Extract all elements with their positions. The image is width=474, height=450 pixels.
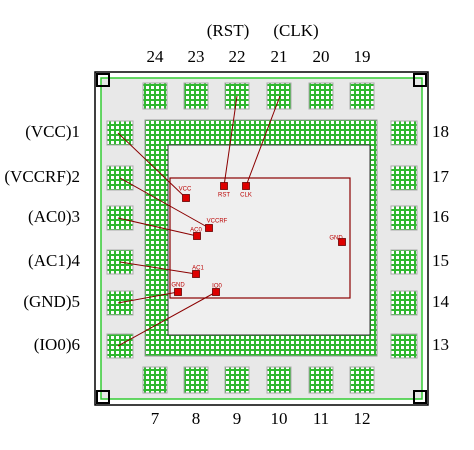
die-pad bbox=[220, 182, 228, 190]
die-pad bbox=[338, 238, 346, 246]
pin-label: (AC0)3 bbox=[28, 207, 80, 226]
bond-wire bbox=[117, 132, 187, 199]
pin-pad bbox=[390, 205, 418, 231]
die-pad-label: GND bbox=[329, 236, 343, 242]
pin-pad bbox=[106, 333, 134, 359]
pin-pad bbox=[390, 249, 418, 275]
pin-number: 24 bbox=[147, 47, 165, 66]
die-pad bbox=[242, 182, 250, 190]
pin-label: (GND)5 bbox=[23, 292, 80, 311]
pin-number: 19 bbox=[354, 47, 371, 66]
die-pad-label: GND bbox=[171, 283, 185, 289]
bond-wire bbox=[117, 217, 198, 237]
die-pad bbox=[205, 224, 213, 232]
pin-pad bbox=[224, 366, 250, 394]
die-area bbox=[167, 144, 371, 336]
top-note: (RST) bbox=[207, 21, 250, 40]
pin-pad bbox=[390, 333, 418, 359]
pin-pad bbox=[183, 366, 209, 394]
pin-number: 23 bbox=[188, 47, 205, 66]
corner-mark bbox=[96, 73, 110, 87]
bond-wire bbox=[117, 291, 217, 347]
pin-pad bbox=[349, 82, 375, 110]
die-pad-label: CLK bbox=[240, 193, 252, 199]
pin-pad bbox=[308, 366, 334, 394]
corner-mark bbox=[413, 390, 427, 404]
die-pad-label: AC1 bbox=[192, 266, 204, 272]
die-pad-label: AC0 bbox=[190, 228, 202, 234]
pin-label: (VCC)1 bbox=[25, 122, 80, 141]
bond-wire bbox=[119, 261, 197, 275]
pin-number: 22 bbox=[229, 47, 246, 66]
pin-number: 7 bbox=[151, 409, 160, 428]
pin-pad bbox=[266, 82, 292, 110]
pin-number: 17 bbox=[432, 167, 450, 186]
pin-pad bbox=[106, 120, 134, 146]
pin-number: 8 bbox=[192, 409, 201, 428]
pin-pad bbox=[308, 82, 334, 110]
pin-number: 14 bbox=[432, 292, 450, 311]
pin-number: 12 bbox=[354, 409, 371, 428]
die-pad-label: VCCRF bbox=[207, 219, 228, 225]
bond-wire bbox=[119, 177, 210, 229]
bond-wire bbox=[117, 291, 179, 304]
pin-pad bbox=[183, 82, 209, 110]
pin-number: 16 bbox=[432, 207, 449, 226]
die-pad bbox=[182, 194, 190, 202]
pin-pad bbox=[142, 82, 168, 110]
pin-label: (VCCRF)2 bbox=[4, 167, 80, 186]
pin-number: 13 bbox=[432, 335, 449, 354]
die-pad-label: RST bbox=[218, 193, 230, 199]
pin-pad bbox=[266, 366, 292, 394]
pin-pad bbox=[390, 165, 418, 191]
bond-wire bbox=[245, 95, 281, 187]
corner-mark bbox=[413, 73, 427, 87]
pin-pad bbox=[390, 290, 418, 316]
pin-pad bbox=[390, 120, 418, 146]
pin-number: 11 bbox=[313, 409, 329, 428]
pin-number: 18 bbox=[432, 122, 449, 141]
die-pad bbox=[174, 288, 182, 296]
die-pad bbox=[212, 288, 220, 296]
pin-number: 15 bbox=[432, 251, 449, 270]
pin-label: (IO0)6 bbox=[34, 335, 80, 354]
bond-wire bbox=[223, 95, 238, 187]
pin-pad bbox=[349, 366, 375, 394]
pin-number: 21 bbox=[271, 47, 288, 66]
pin-number: 20 bbox=[313, 47, 330, 66]
die-pad-label: IO0 bbox=[212, 284, 222, 290]
pin-label: (AC1)4 bbox=[28, 251, 80, 270]
die-pad bbox=[193, 232, 201, 240]
pin-number: 9 bbox=[233, 409, 242, 428]
die-pad-label: VCC bbox=[179, 187, 192, 193]
die bbox=[169, 177, 351, 299]
pin-pad bbox=[142, 366, 168, 394]
pin-number: 10 bbox=[271, 409, 288, 428]
top-note: (CLK) bbox=[273, 21, 318, 40]
corner-mark bbox=[96, 390, 110, 404]
die-pad bbox=[192, 270, 200, 278]
